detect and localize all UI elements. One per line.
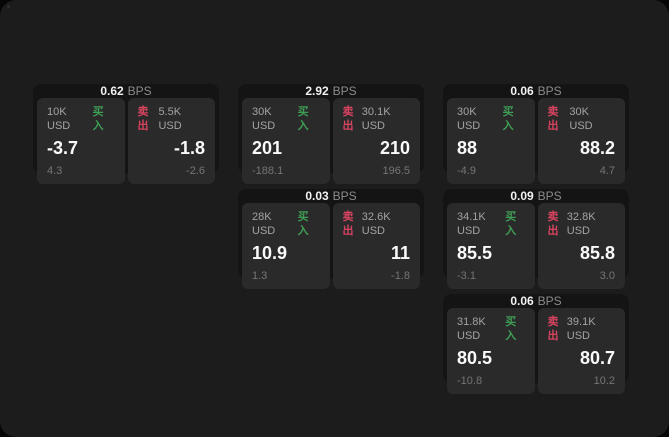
spread-header: 0.03 BPS <box>242 189 420 203</box>
sell-size: 30K USD <box>569 106 593 132</box>
sell-side-label: 卖出 <box>342 211 354 237</box>
sell-price: -1.8 <box>173 138 205 158</box>
buy-size: 10K USD <box>47 106 71 132</box>
buy-change: 1.3 <box>252 270 268 282</box>
spread-header: 2.92 BPS <box>242 84 420 98</box>
buy-price: -3.7 <box>47 138 79 158</box>
buy-side-label: 买入 <box>297 106 309 132</box>
sell-panel[interactable]: 卖出 30.1K USD 210 196.5 <box>332 98 420 184</box>
sell-panel[interactable]: 卖出 32.6K USD 11 -1.8 <box>332 203 420 289</box>
sell-price: 85.8 <box>579 243 615 263</box>
spread-unit: BPS <box>537 294 562 308</box>
sell-panel[interactable]: 卖出 39.1K USD 80.7 10.2 <box>537 308 625 394</box>
buy-price: 201 <box>252 138 283 158</box>
buy-size: 30K USD <box>457 106 481 132</box>
buy-price: 80.5 <box>457 348 493 368</box>
sell-change: 4.7 <box>599 165 615 177</box>
sell-size: 39.1K USD <box>566 316 596 342</box>
quote-card: 2.92 BPS 30K USD 买入 201 -188.1 卖出 30.1K … <box>238 84 424 184</box>
quote-card: 0.06 BPS 30K USD 买入 88 -4.9 卖出 30K USD <box>443 84 629 184</box>
sell-side-label: 卖出 <box>547 211 559 237</box>
sell-size: 32.6K USD <box>361 211 391 237</box>
buy-panel[interactable]: 31.8K USD 买入 80.5 -10.8 <box>447 308 535 394</box>
spread-unit: BPS <box>537 84 562 98</box>
corner-dot <box>7 5 10 8</box>
sell-change: 3.0 <box>599 270 615 282</box>
buy-side-label: 买入 <box>297 211 309 237</box>
buy-change: -10.8 <box>457 375 483 387</box>
buy-side-label: 买入 <box>505 211 517 237</box>
sell-change: 10.2 <box>593 375 615 387</box>
buy-side-label: 买入 <box>502 106 514 132</box>
buy-price: 10.9 <box>252 243 288 263</box>
sell-side-label: 卖出 <box>137 106 149 132</box>
buy-panel[interactable]: 30K USD 买入 201 -188.1 <box>242 98 330 184</box>
spread-value: 0.06 <box>510 294 534 308</box>
sell-change: -2.6 <box>186 165 205 177</box>
spread-value: 0.09 <box>510 189 534 203</box>
spread-unit: BPS <box>332 84 357 98</box>
buy-panel[interactable]: 34.1K USD 买入 85.5 -3.1 <box>447 203 535 289</box>
spread-header: 0.09 BPS <box>447 189 625 203</box>
buy-price: 85.5 <box>457 243 493 263</box>
sell-change: -1.8 <box>391 270 410 282</box>
buy-price: 88 <box>457 138 478 158</box>
buy-change: 4.3 <box>47 165 63 177</box>
sell-panel[interactable]: 卖出 30K USD 88.2 4.7 <box>537 98 625 184</box>
buy-change: -4.9 <box>457 165 476 177</box>
quote-card: 0.09 BPS 34.1K USD 买入 85.5 -3.1 卖出 32.8K… <box>443 189 629 289</box>
buy-size: 31.8K USD <box>457 316 486 342</box>
sell-size: 5.5K USD <box>158 106 182 132</box>
spread-value: 0.06 <box>510 84 534 98</box>
buy-side-label: 买入 <box>505 316 517 342</box>
spread-value: 0.03 <box>305 189 329 203</box>
sell-size: 30.1K USD <box>361 106 391 132</box>
spread-value: 2.92 <box>305 84 329 98</box>
spread-unit: BPS <box>537 189 562 203</box>
spread-header: 0.06 BPS <box>447 84 625 98</box>
buy-panel[interactable]: 10K USD 买入 -3.7 4.3 <box>37 98 125 184</box>
sell-side-label: 卖出 <box>547 106 559 132</box>
sell-side-label: 卖出 <box>547 316 559 342</box>
sell-price: 80.7 <box>579 348 615 368</box>
spread-unit: BPS <box>332 189 357 203</box>
sell-panel[interactable]: 卖出 5.5K USD -1.8 -2.6 <box>127 98 215 184</box>
sell-size: 32.8K USD <box>566 211 596 237</box>
quote-card: 0.06 BPS 31.8K USD 买入 80.5 -10.8 卖出 39.1… <box>443 294 629 394</box>
sell-side-label: 卖出 <box>342 106 354 132</box>
buy-size: 28K USD <box>252 211 276 237</box>
buy-size: 34.1K USD <box>457 211 486 237</box>
buy-side-label: 买入 <box>92 106 104 132</box>
sell-change: 196.5 <box>382 165 410 177</box>
buy-change: -188.1 <box>252 165 284 177</box>
spread-unit: BPS <box>127 84 152 98</box>
sell-price: 210 <box>379 138 410 158</box>
quote-card: 0.62 BPS 10K USD 买入 -3.7 4.3 卖出 5.5K USD <box>33 84 219 184</box>
spread-header: 0.06 BPS <box>447 294 625 308</box>
sell-price: 88.2 <box>579 138 615 158</box>
buy-panel[interactable]: 30K USD 买入 88 -4.9 <box>447 98 535 184</box>
spread-header: 0.62 BPS <box>37 84 215 98</box>
buy-size: 30K USD <box>252 106 276 132</box>
sell-panel[interactable]: 卖出 32.8K USD 85.8 3.0 <box>537 203 625 289</box>
quote-card-grid: 0.62 BPS 10K USD 买入 -3.7 4.3 卖出 5.5K USD <box>33 84 629 394</box>
spread-value: 0.62 <box>100 84 124 98</box>
sell-price: 11 <box>390 243 410 263</box>
buy-panel[interactable]: 28K USD 买入 10.9 1.3 <box>242 203 330 289</box>
buy-change: -3.1 <box>457 270 476 282</box>
quote-card: 0.03 BPS 28K USD 买入 10.9 1.3 卖出 32.6K US… <box>238 189 424 289</box>
